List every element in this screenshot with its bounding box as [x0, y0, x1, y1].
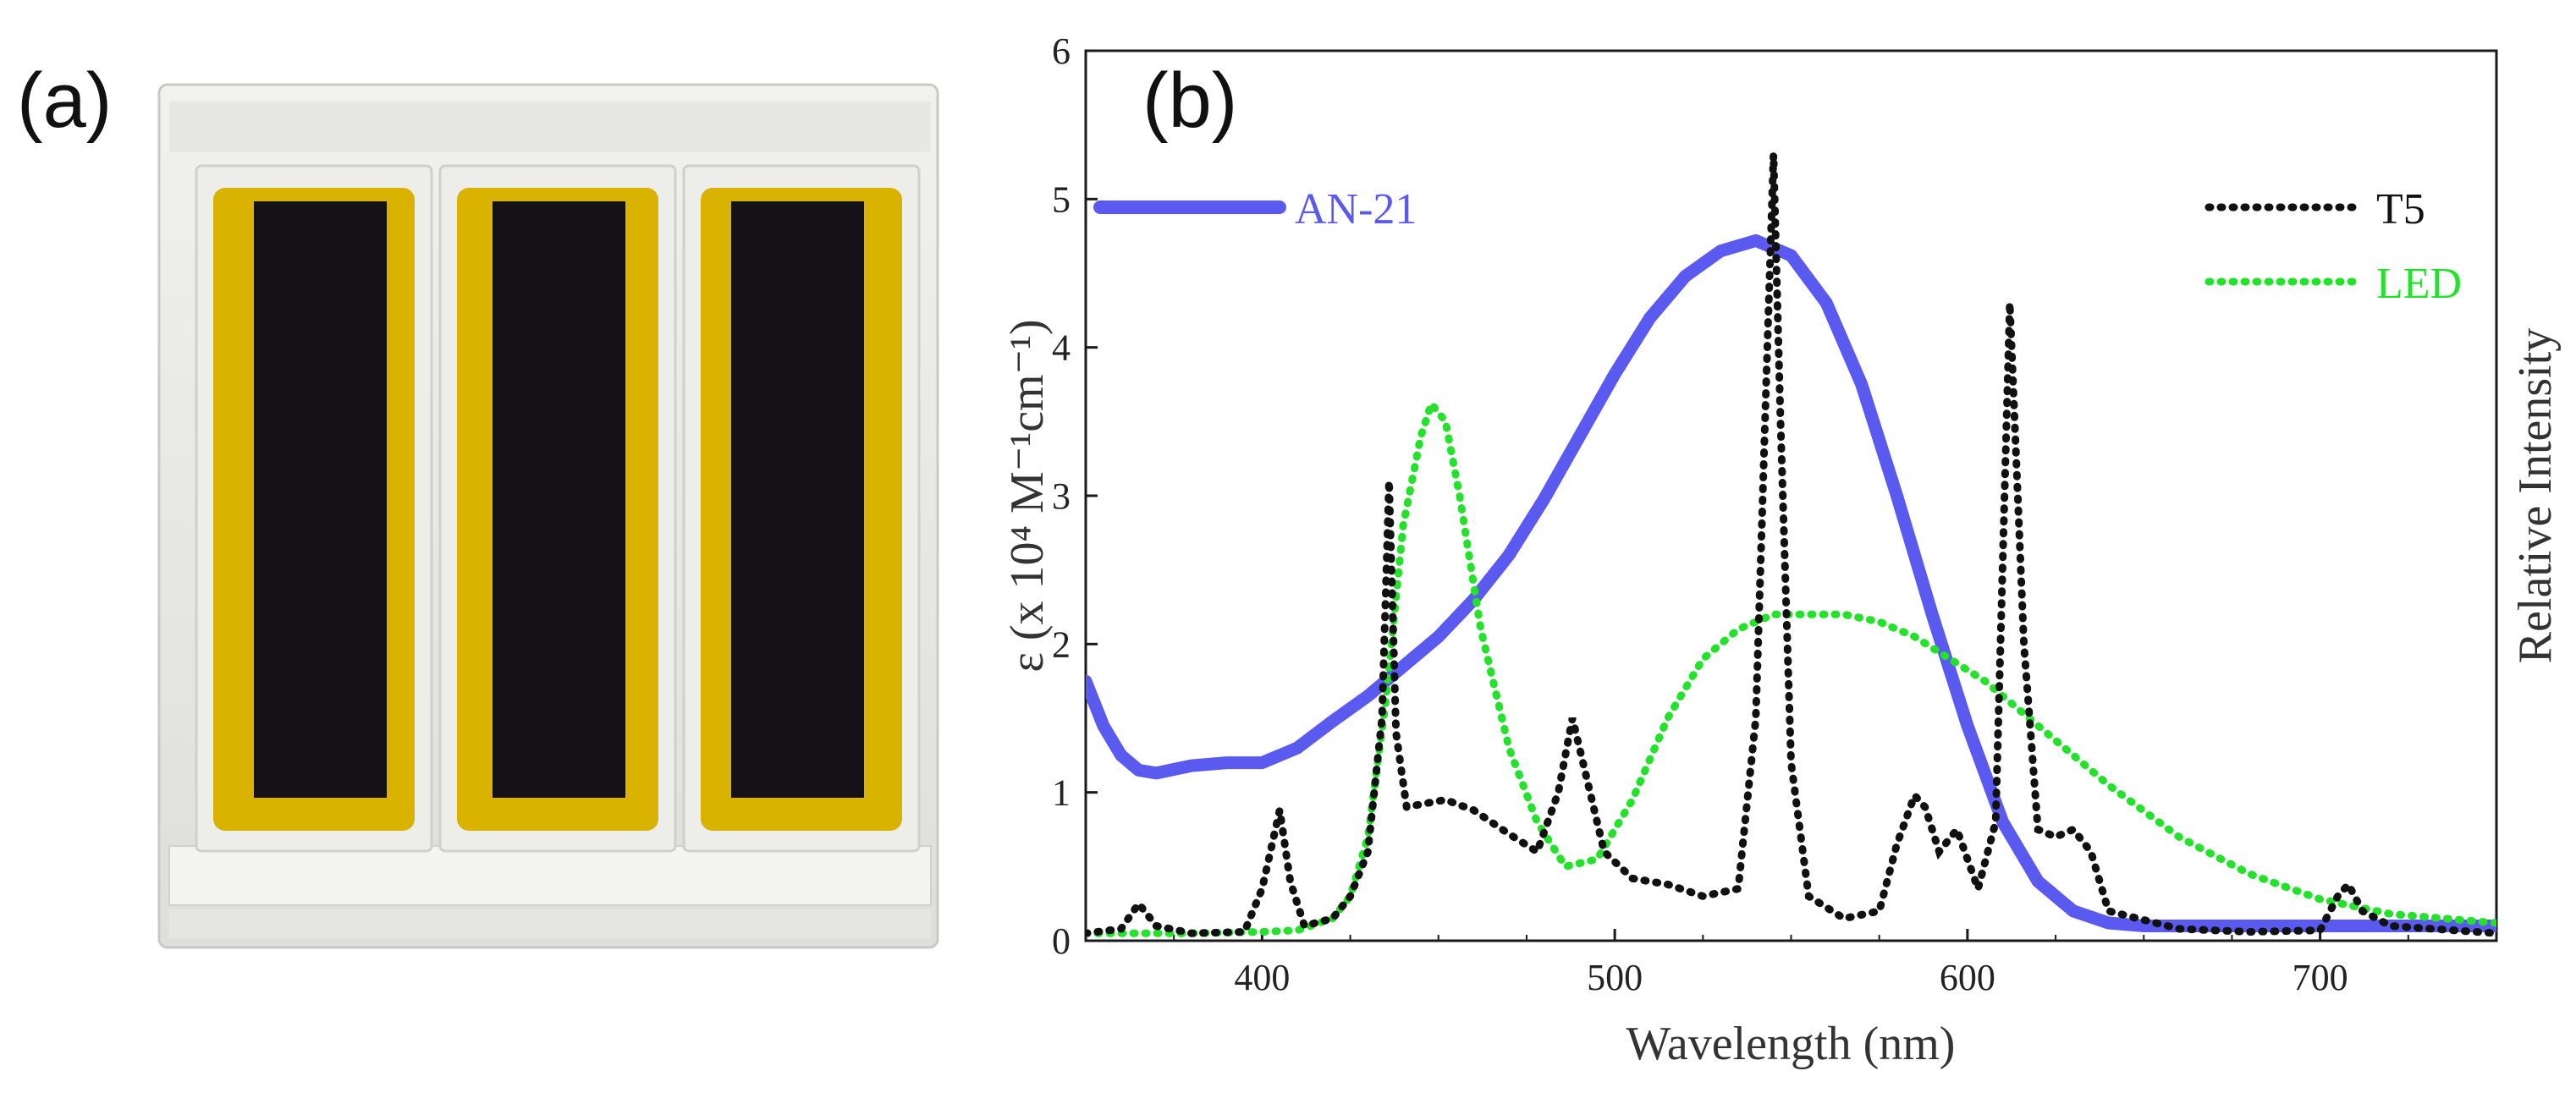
x-tick-label: 500 — [1587, 957, 1643, 998]
plot-frame — [1084, 49, 2498, 942]
legend-an-21: AN-21 — [1093, 185, 1417, 233]
x-tick-label: 600 — [1940, 957, 1995, 998]
x-tick-label: 400 — [1234, 957, 1290, 998]
x-axis-ticks: 400 500 600 700 — [1085, 929, 2497, 998]
panel-b-label: (b) — [1142, 58, 1237, 144]
solar-cell-photo-icon — [157, 83, 939, 949]
y-tick-label: 5 — [1052, 179, 1071, 220]
y-tick-label: 0 — [1052, 920, 1071, 962]
legend-t5: T5 — [2204, 185, 2425, 233]
x-tick-label: 700 — [2293, 957, 2348, 998]
panel-a: (a) — [17, 58, 939, 949]
panel-a-label: (a) — [17, 58, 112, 144]
y-tick-label: 3 — [1052, 475, 1071, 517]
legend-led: LED — [2204, 260, 2462, 308]
series-line-an-21 — [1086, 233, 2496, 932]
legend-label-t5: T5 — [2376, 185, 2425, 233]
y-axis-ticks: 0 1 2 3 4 5 6 — [1052, 30, 1098, 962]
x-axis-title: Wavelength (nm) — [1627, 1018, 1956, 1070]
legend-label-led: LED — [2376, 260, 2462, 308]
series-line-t5 — [1086, 154, 2496, 937]
y-tick-label: 6 — [1052, 30, 1071, 72]
y-tick-label: 4 — [1052, 327, 1071, 369]
y-tick-label: 1 — [1052, 772, 1071, 814]
series-line-led — [1086, 395, 2496, 937]
y-axis-title-left: ε (x 10⁴ M⁻¹cm⁻¹) — [1001, 319, 1054, 672]
legend-label-an-21: AN-21 — [1295, 185, 1417, 233]
panel-b-chart: (b) 0 1 2 3 4 5 6 400 500 600 700 Wavelength (nm)… — [1001, 30, 2562, 1070]
y-tick-label: 2 — [1052, 623, 1071, 665]
y-axis-title-right: Relative Intensity — [2509, 328, 2562, 664]
